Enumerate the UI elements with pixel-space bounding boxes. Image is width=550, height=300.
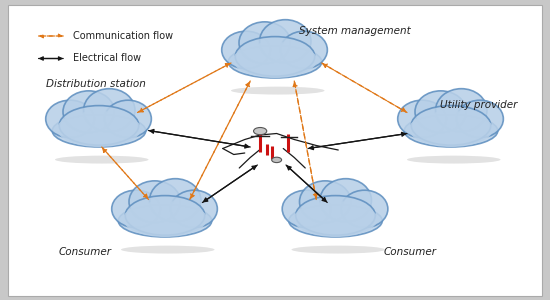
Ellipse shape (282, 190, 331, 228)
Ellipse shape (292, 246, 385, 254)
Ellipse shape (123, 201, 207, 237)
Ellipse shape (296, 196, 375, 235)
Ellipse shape (235, 37, 315, 76)
Ellipse shape (239, 22, 290, 64)
Ellipse shape (129, 181, 180, 223)
Text: System management: System management (299, 26, 411, 37)
Ellipse shape (112, 190, 161, 228)
Text: Communication flow: Communication flow (73, 31, 173, 41)
Ellipse shape (320, 179, 371, 222)
Ellipse shape (341, 190, 388, 228)
Text: Consumer: Consumer (59, 247, 112, 257)
Ellipse shape (280, 31, 327, 69)
Ellipse shape (59, 106, 139, 145)
FancyBboxPatch shape (8, 4, 542, 296)
Ellipse shape (228, 46, 322, 78)
Ellipse shape (222, 31, 271, 69)
Ellipse shape (404, 115, 498, 147)
Ellipse shape (289, 205, 382, 237)
Ellipse shape (46, 100, 95, 138)
Ellipse shape (398, 100, 447, 138)
Ellipse shape (411, 106, 491, 145)
Text: Distribution station: Distribution station (46, 79, 146, 89)
Ellipse shape (104, 100, 151, 138)
Ellipse shape (407, 156, 500, 164)
Text: Electrical flow: Electrical flow (73, 53, 141, 64)
Ellipse shape (456, 100, 503, 138)
Circle shape (254, 128, 267, 135)
Ellipse shape (300, 181, 351, 223)
Ellipse shape (118, 205, 212, 237)
Ellipse shape (260, 20, 311, 63)
Text: Consumer: Consumer (383, 247, 436, 257)
Ellipse shape (150, 179, 201, 222)
Ellipse shape (294, 201, 378, 237)
Ellipse shape (231, 87, 324, 94)
Ellipse shape (170, 190, 217, 228)
Ellipse shape (409, 111, 493, 147)
Ellipse shape (121, 246, 214, 254)
Text: Utility provider: Utility provider (440, 100, 517, 110)
Ellipse shape (233, 42, 317, 78)
Ellipse shape (57, 111, 141, 147)
Ellipse shape (436, 89, 487, 132)
Ellipse shape (52, 115, 146, 147)
Ellipse shape (63, 91, 114, 133)
Ellipse shape (415, 91, 466, 133)
Circle shape (272, 157, 282, 163)
Ellipse shape (125, 196, 205, 235)
Ellipse shape (84, 89, 135, 132)
Ellipse shape (55, 156, 148, 164)
